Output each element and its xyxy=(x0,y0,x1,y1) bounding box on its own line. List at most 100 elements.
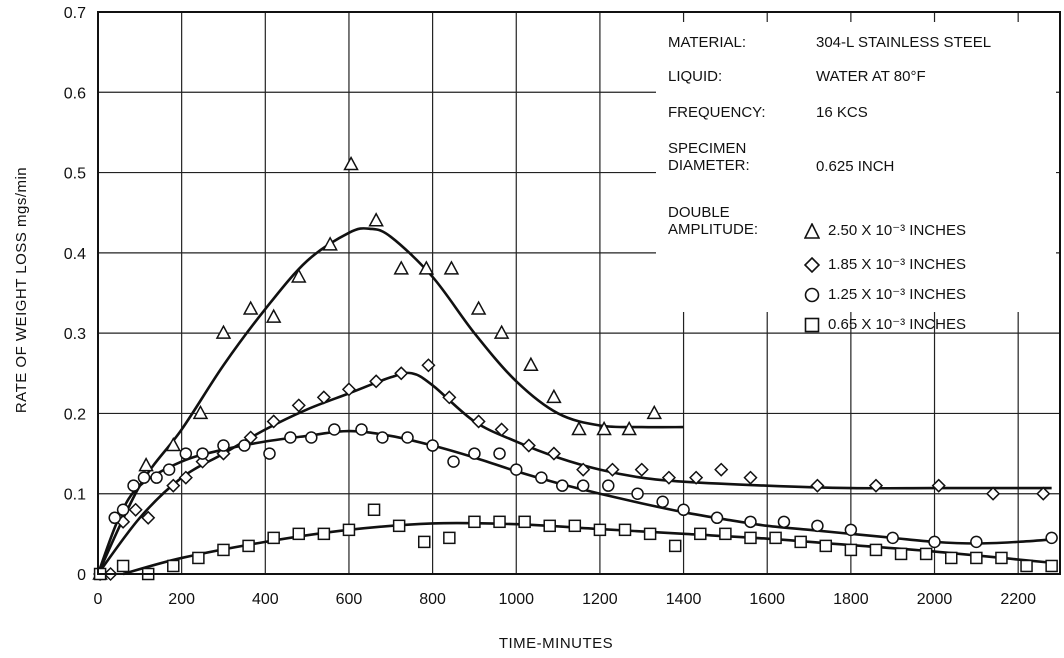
data-point xyxy=(970,551,983,565)
data-point xyxy=(242,300,259,315)
data-point xyxy=(162,463,176,476)
frequency-key: FREQUENCY: xyxy=(668,104,766,121)
data-point xyxy=(392,519,406,533)
data-point xyxy=(426,439,439,452)
legend-label: 2.50 X 10⁻³ INCHES xyxy=(828,222,966,239)
x-tick-label: 200 xyxy=(168,591,195,608)
legend-item-185: 1.85 X 10⁻³ INCHES xyxy=(804,256,966,273)
data-point xyxy=(710,511,724,525)
x-tick-label: 2000 xyxy=(917,591,953,608)
data-points xyxy=(92,155,1058,582)
data-point xyxy=(810,478,825,493)
data-point xyxy=(656,495,669,508)
data-point xyxy=(794,535,807,549)
data-point xyxy=(217,439,230,452)
data-point xyxy=(471,414,486,429)
data-point xyxy=(317,527,331,541)
data-point xyxy=(108,511,121,525)
data-point xyxy=(167,559,180,573)
frequency-value: 16 KCS xyxy=(816,104,868,121)
data-point xyxy=(127,479,140,492)
data-point xyxy=(376,431,389,444)
x-tick-label: 2200 xyxy=(1000,591,1036,608)
diamond-icon xyxy=(804,256,820,273)
data-point xyxy=(602,479,615,492)
data-point xyxy=(284,431,297,444)
data-point xyxy=(447,455,460,468)
data-point xyxy=(811,519,824,533)
data-point xyxy=(1020,559,1033,573)
y-tick-labels: 0 0.1 0.2 0.3 0.4 0.5 0.6 0.7 xyxy=(64,5,86,584)
data-point xyxy=(418,260,435,275)
y-tick-label: 0.1 xyxy=(64,487,86,504)
data-point xyxy=(442,390,457,405)
circle-icon xyxy=(804,287,820,302)
legend-label: 1.25 X 10⁻³ INCHES xyxy=(828,286,966,303)
data-point xyxy=(138,457,154,472)
data-point xyxy=(316,390,331,405)
y-tick-label: 0.3 xyxy=(64,326,86,343)
data-point xyxy=(470,300,487,315)
data-point xyxy=(192,551,205,565)
data-point xyxy=(291,268,307,283)
data-point xyxy=(576,462,591,477)
data-point xyxy=(367,503,381,517)
liquid-value: WATER AT 80°F xyxy=(816,68,926,85)
y-tick-label: 0.2 xyxy=(64,406,86,423)
data-point xyxy=(596,420,612,436)
data-point xyxy=(291,398,306,413)
data-point xyxy=(518,515,531,529)
y-tick-label: 0.4 xyxy=(64,246,86,263)
triangle-icon xyxy=(804,222,820,239)
data-point xyxy=(631,487,644,500)
data-point xyxy=(970,535,983,549)
data-point xyxy=(714,462,729,477)
data-point xyxy=(417,535,431,549)
data-point xyxy=(215,324,232,339)
data-point xyxy=(493,447,506,460)
data-point xyxy=(493,515,506,529)
data-point xyxy=(401,431,414,444)
y-tick-label: 0.6 xyxy=(64,85,86,102)
data-point xyxy=(369,374,384,389)
data-point xyxy=(263,447,276,460)
y-tick-label: 0.5 xyxy=(64,166,86,183)
data-point xyxy=(546,388,562,404)
data-point xyxy=(634,462,649,477)
data-point xyxy=(242,539,255,553)
x-tick-label: 1800 xyxy=(833,591,869,608)
data-point xyxy=(777,515,791,529)
legend-item-065: 0.65 X 10⁻³ INCHES xyxy=(804,316,966,333)
x-tick-label: 400 xyxy=(252,591,279,608)
data-point xyxy=(661,470,676,485)
legend-item-125: 1.25 X 10⁻³ INCHES xyxy=(804,286,966,303)
data-point xyxy=(141,510,156,525)
data-point xyxy=(886,531,899,545)
data-point xyxy=(150,471,163,484)
data-point xyxy=(571,420,587,436)
data-point xyxy=(694,527,707,541)
series-curve xyxy=(122,521,1052,576)
y-tick-label: 0 xyxy=(77,567,86,584)
data-point xyxy=(986,486,1001,501)
data-point xyxy=(618,523,632,537)
data-point xyxy=(844,543,858,557)
data-point xyxy=(556,479,569,492)
data-point xyxy=(493,324,510,339)
legend-label: 1.85 X 10⁻³ INCHES xyxy=(828,256,966,273)
data-point xyxy=(719,527,732,541)
data-point xyxy=(568,519,582,533)
data-point xyxy=(341,382,357,397)
x-axis-label: TIME-MINUTES xyxy=(499,635,613,652)
data-point xyxy=(744,531,757,545)
data-point xyxy=(238,439,251,452)
data-point xyxy=(128,502,143,517)
data-point xyxy=(605,462,620,477)
data-point xyxy=(869,543,883,557)
data-point xyxy=(510,463,523,476)
square-icon xyxy=(804,317,820,332)
material-key: MATERIAL: xyxy=(668,34,747,51)
x-tick-label: 1400 xyxy=(666,591,702,608)
specimen-value: 0.625 INCH xyxy=(816,158,895,175)
